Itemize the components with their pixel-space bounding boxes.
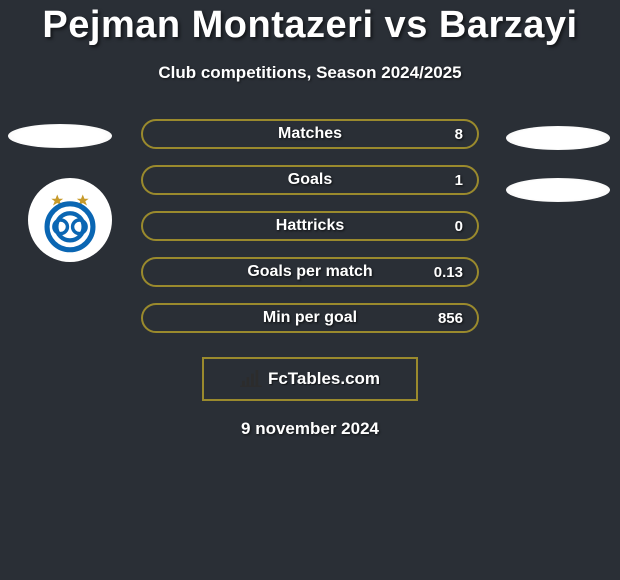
stat-row-hattricks: Hattricks 0 (141, 211, 479, 241)
stat-value: 1 (455, 172, 463, 189)
stat-label: Matches (278, 125, 342, 143)
page-title: Pejman Montazeri vs Barzayi (42, 4, 577, 47)
stat-row-matches: Matches 8 (141, 119, 479, 149)
stat-value: 8 (455, 126, 463, 143)
stat-label: Hattricks (276, 217, 344, 235)
stat-row-goals: Goals 1 (141, 165, 479, 195)
stat-value: 856 (438, 310, 463, 327)
stat-row-goals-per-match: Goals per match 0.13 (141, 257, 479, 287)
brand-badge: FcTables.com (202, 357, 418, 401)
stat-label: Goals (288, 171, 332, 189)
stat-row-min-per-goal: Min per goal 856 (141, 303, 479, 333)
brand-text: FcTables.com (268, 369, 380, 389)
stat-value: 0.13 (434, 264, 463, 281)
bar-chart-icon (240, 370, 262, 388)
stat-label: Goals per match (247, 263, 372, 281)
page-subtitle: Club competitions, Season 2024/2025 (158, 63, 461, 83)
comparison-card: Pejman Montazeri vs Barzayi Club competi… (0, 0, 620, 580)
stat-label: Min per goal (263, 309, 357, 327)
stats-list: Matches 8 Goals 1 Hattricks 0 Goals per … (0, 119, 620, 333)
stat-value: 0 (455, 218, 463, 235)
date-text: 9 november 2024 (241, 419, 379, 439)
